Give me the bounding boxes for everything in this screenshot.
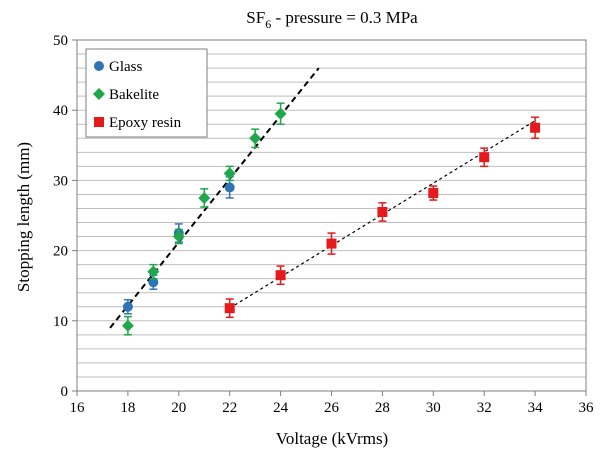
- x-tick-label: 28: [375, 400, 390, 416]
- series-bakelite: [121, 102, 287, 336]
- data-point: [223, 167, 236, 180]
- series-glass: [122, 176, 235, 315]
- x-tick-label: 20: [171, 400, 186, 416]
- y-tick-label: 0: [61, 384, 69, 400]
- data-point: [122, 301, 133, 312]
- chart-title-subscript: 6: [265, 17, 271, 31]
- grid: [77, 53, 586, 378]
- data-point: [530, 122, 541, 133]
- y-tick-label: 20: [53, 244, 68, 260]
- legend-label: Glass: [109, 59, 142, 75]
- data-point: [326, 238, 337, 249]
- chart-title-prefix: SF: [246, 8, 265, 27]
- series-layer: [121, 102, 541, 336]
- legend-label: Epoxy resin: [109, 115, 182, 131]
- x-tick-label: 34: [528, 400, 544, 416]
- data-point: [198, 191, 211, 204]
- data-point: [249, 132, 262, 145]
- data-point: [147, 265, 160, 278]
- x-tick-label: 24: [273, 400, 289, 416]
- series-epoxy-resin: [224, 116, 541, 319]
- legend-marker: [94, 117, 104, 127]
- x-tick-label: 36: [579, 400, 595, 416]
- y-axis-title: Stopping length (mm): [14, 142, 33, 292]
- legend: Glass Bakelite Epoxy resin: [85, 48, 208, 138]
- x-tick-label: 26: [324, 400, 340, 416]
- legend-item-bakelite: Bakelite: [93, 87, 159, 103]
- y-tick-label: 10: [53, 314, 68, 330]
- legend-item-glass: Glass: [94, 59, 142, 75]
- y-tick-label: 30: [53, 173, 68, 189]
- legend-box: [85, 48, 208, 138]
- chart-title: SF6 - pressure = 0.3 MPa: [246, 8, 418, 31]
- trendline: [109, 67, 320, 329]
- legend-marker: [93, 88, 105, 100]
- x-tick-label: 18: [120, 400, 135, 416]
- y-tick-label: 40: [53, 103, 68, 119]
- data-point: [224, 303, 235, 314]
- legend-label: Bakelite: [109, 87, 159, 103]
- data-point: [428, 188, 439, 199]
- x-tick-label: 30: [426, 400, 441, 416]
- data-point: [121, 319, 134, 332]
- data-point: [377, 206, 388, 217]
- x-axis-title: Voltage (kVrms): [276, 429, 388, 448]
- legend-marker: [94, 61, 104, 71]
- x-tick-label: 22: [222, 400, 237, 416]
- chart-title-suffix: - pressure = 0.3 MPa: [271, 8, 418, 27]
- data-point: [274, 107, 287, 120]
- ticks: 16 18 20 22 24 26 28 30 32 34 36 0 10 20 30 40 50: [53, 33, 594, 416]
- data-point: [275, 270, 286, 281]
- data-point: [148, 277, 159, 288]
- data-point: [172, 230, 185, 243]
- y-tick-label: 50: [53, 33, 68, 49]
- legend-item-epoxy-resin: Epoxy resin: [94, 115, 182, 131]
- data-point: [479, 152, 490, 163]
- trendlines: [109, 67, 536, 329]
- x-tick-label: 16: [70, 400, 86, 416]
- x-tick-label: 32: [477, 400, 492, 416]
- data-point: [224, 182, 235, 193]
